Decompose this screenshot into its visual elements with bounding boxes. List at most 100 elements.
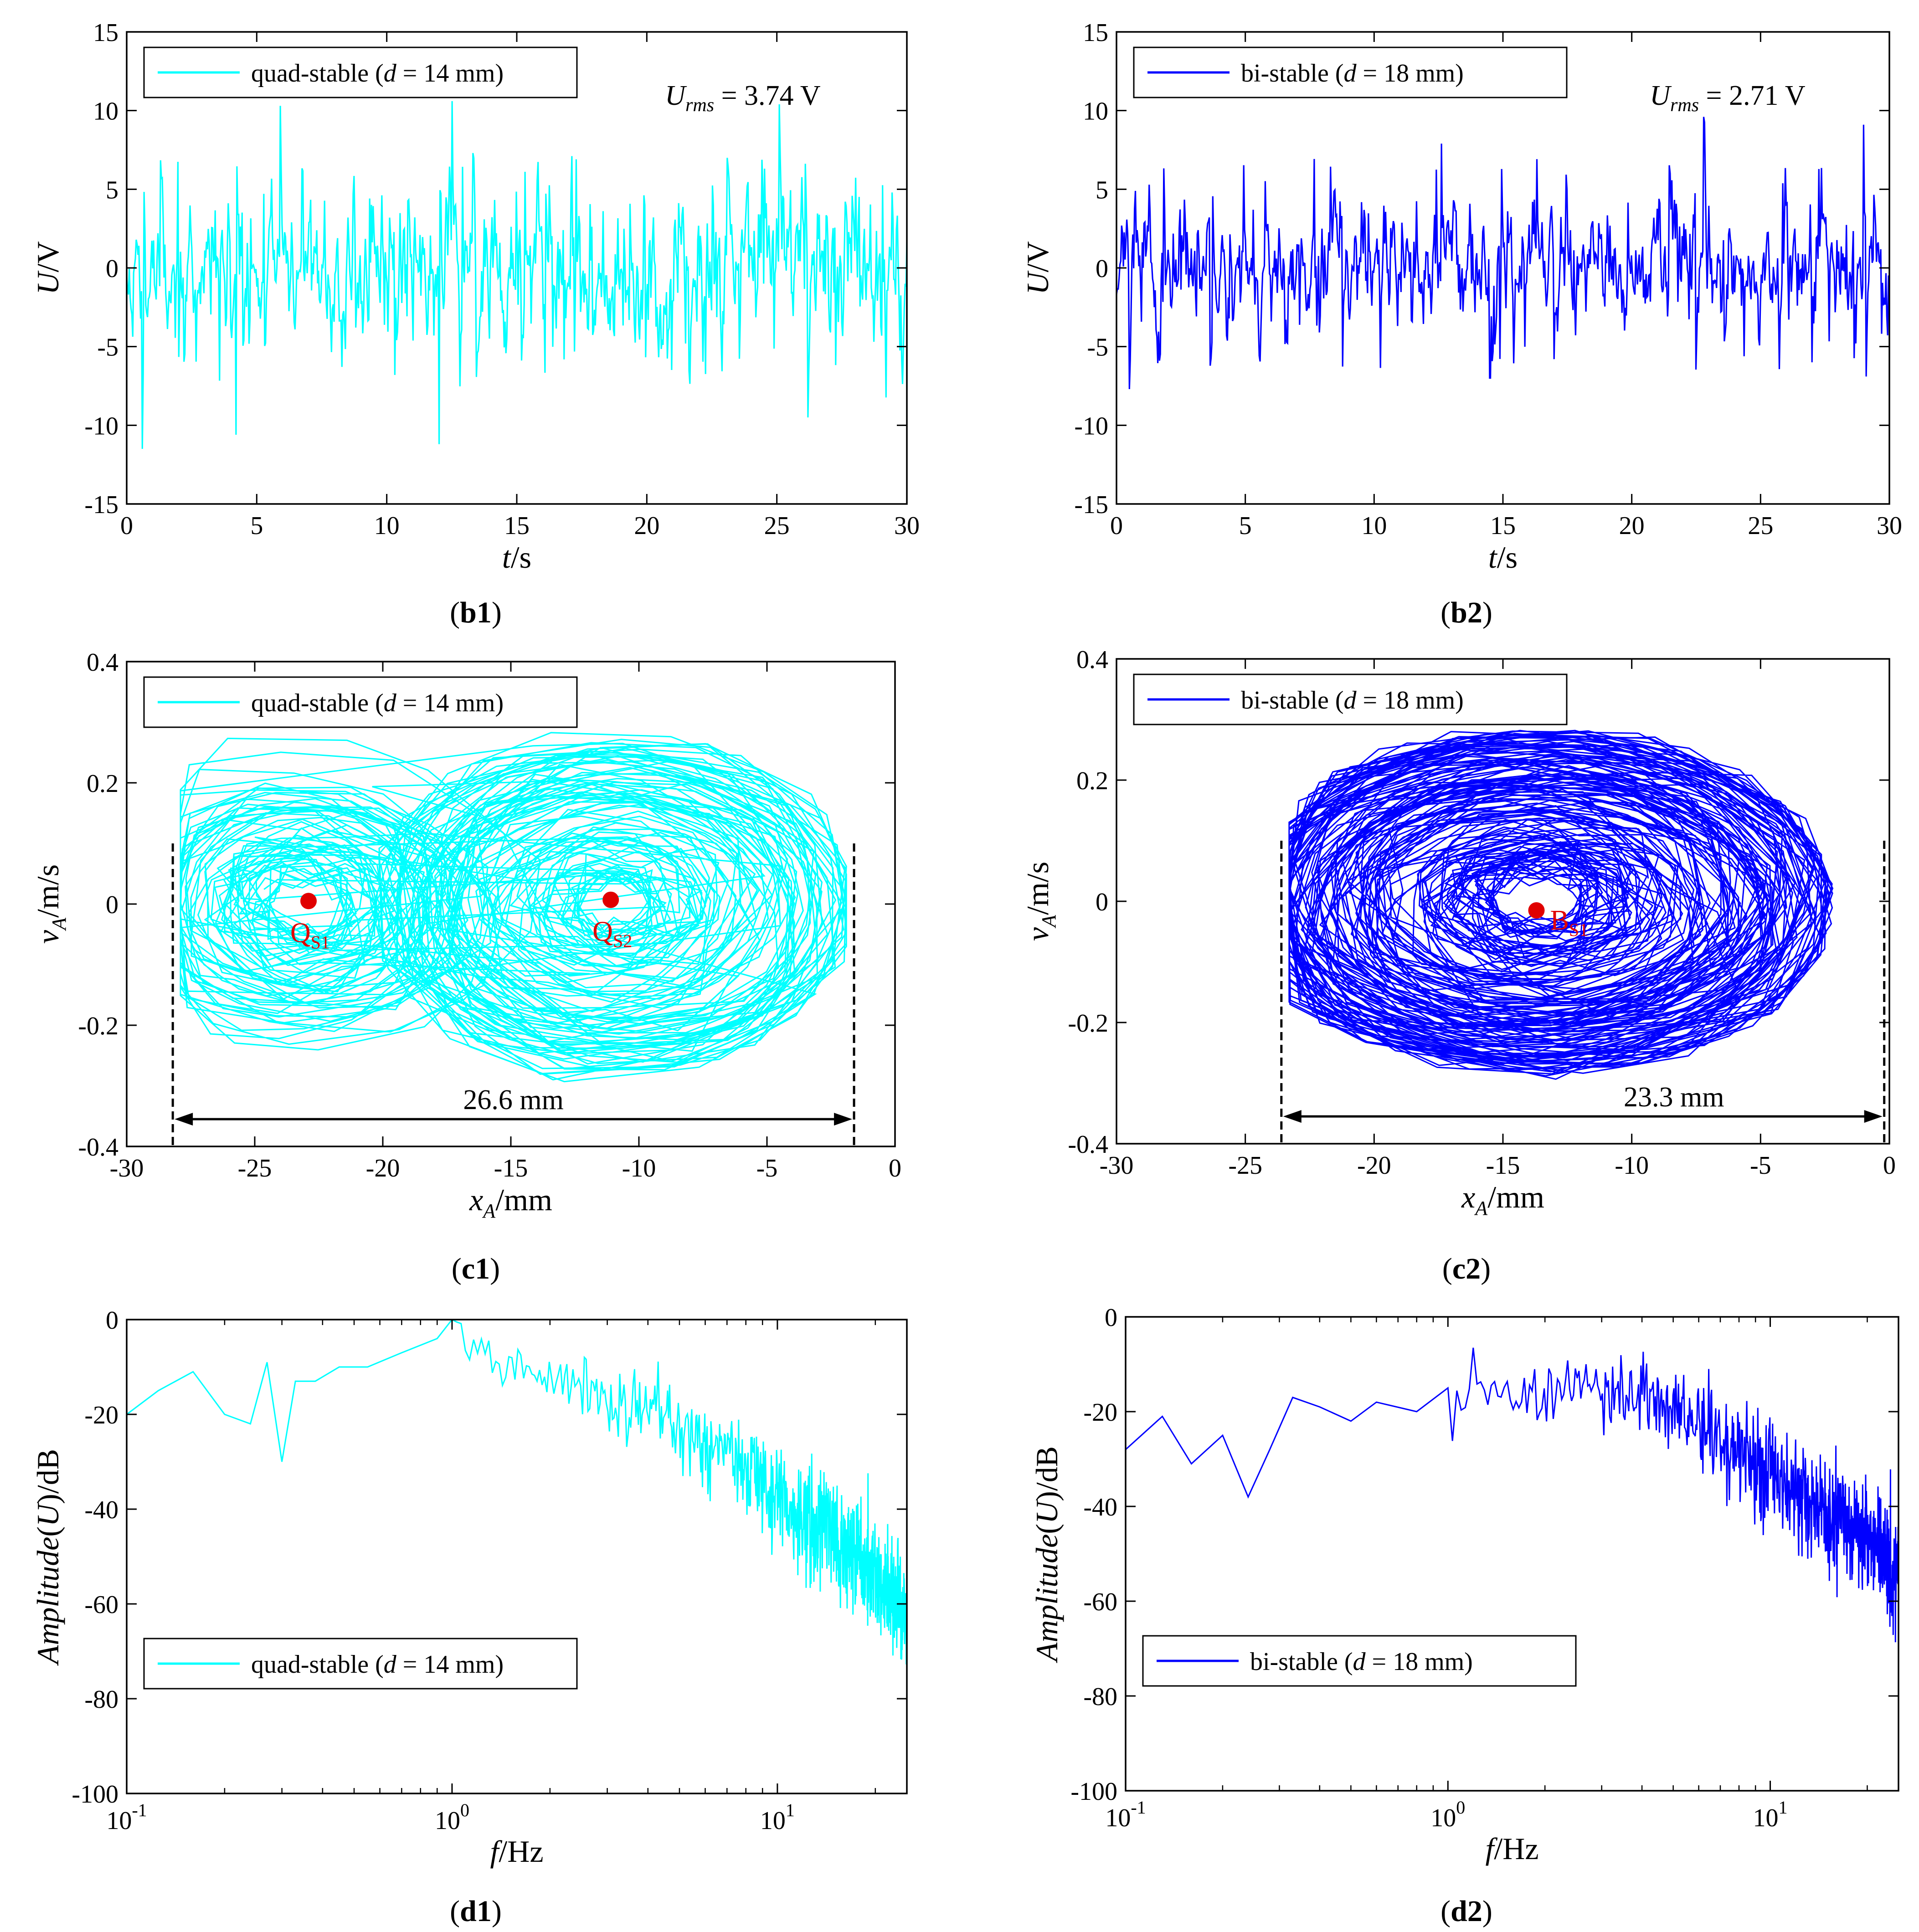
equilibrium-label: BS1 xyxy=(1550,905,1588,940)
x-tick-label: 0 xyxy=(889,1154,901,1182)
plot-area xyxy=(1126,1317,1898,1791)
x-tick-label: 20 xyxy=(1619,512,1645,540)
y-tick-label: -60 xyxy=(1083,1588,1117,1616)
legend-label: bi-stable (d = 18 mm) xyxy=(1250,1648,1473,1676)
legend-label: bi-stable (d = 18 mm) xyxy=(1241,686,1464,714)
rms-annotation: Urms = 2.71 V xyxy=(1650,80,1806,116)
y-tick-label: -100 xyxy=(1070,1778,1117,1806)
x-axis-label: t/s xyxy=(502,540,531,575)
x-axis-label: f/Hz xyxy=(490,1834,543,1869)
plot-frame xyxy=(1125,1316,1899,1792)
x-tick-label: 100 xyxy=(435,1800,469,1835)
y-tick-label: 5 xyxy=(1096,176,1108,204)
y-tick-label: 10 xyxy=(1083,98,1108,126)
y-tick-label: -0.4 xyxy=(1068,1130,1108,1159)
span-arrow-head-left xyxy=(1283,1110,1302,1123)
y-tick-label: -15 xyxy=(84,491,118,519)
y-tick-label: 0.4 xyxy=(87,648,118,677)
y-axis-label: vA/m/s xyxy=(31,864,70,944)
legend: bi-stable (d = 18 mm) xyxy=(1133,46,1568,98)
equilibrium-point xyxy=(1528,902,1545,919)
span-label: 26.6 mm xyxy=(463,1084,563,1115)
chart-d1: 10-1 100 101 0 -20 -40 -60 -80 -100 f/Hz Amplitude… xyxy=(31,1306,908,1928)
x-tick-label: -30 xyxy=(1100,1151,1134,1180)
x-tick-label: 30 xyxy=(894,512,920,540)
legend-label: quad-stable (d = 14 mm) xyxy=(251,1650,504,1679)
x-tick-label: -25 xyxy=(238,1154,272,1182)
x-tick-label: 25 xyxy=(764,512,790,540)
x-tick-label: 25 xyxy=(1748,512,1773,540)
span-arrow-head-left xyxy=(175,1113,193,1126)
equilibrium-point xyxy=(300,893,317,909)
x-tick-label: 15 xyxy=(504,512,530,540)
legend-label: bi-stable (d = 18 mm) xyxy=(1241,59,1464,87)
y-tick-label: 10 xyxy=(93,98,118,126)
x-tick-label: 10 xyxy=(374,512,400,540)
equilibrium-label: QS2 xyxy=(592,916,632,951)
x-tick-label: 20 xyxy=(634,512,659,540)
x-tick-label: -20 xyxy=(366,1154,400,1182)
x-tick-label: 0 xyxy=(1883,1151,1896,1180)
plot-frame xyxy=(126,1319,908,1794)
y-tick-label: -0.2 xyxy=(1068,1009,1108,1038)
plot-area xyxy=(127,1320,907,1793)
y-axis-label: Amplitude(U)/dB xyxy=(1029,1446,1064,1663)
x-tick-label: -30 xyxy=(110,1154,144,1182)
panel-caption: (b1) xyxy=(450,596,502,629)
x-tick-label: -20 xyxy=(1357,1151,1391,1180)
legend: bi-stable (d = 18 mm) xyxy=(1133,673,1568,725)
spectrum-line xyxy=(127,1320,907,1665)
y-tick-label: 0 xyxy=(1096,888,1108,916)
y-tick-label: -80 xyxy=(1083,1683,1117,1711)
x-tick-label: 101 xyxy=(1753,1797,1788,1832)
x-tick-label: 101 xyxy=(760,1800,795,1835)
panel-caption: (b2) xyxy=(1441,596,1492,629)
panel-caption: (d2) xyxy=(1441,1895,1492,1928)
y-tick-label: -0.2 xyxy=(78,1012,118,1040)
y-tick-label: -20 xyxy=(84,1401,118,1429)
x-tick-label: 10-1 xyxy=(1105,1797,1146,1832)
y-tick-label: 0.4 xyxy=(1076,646,1108,674)
legend: bi-stable (d = 18 mm) xyxy=(1142,1635,1577,1687)
plot-area xyxy=(127,32,907,504)
y-tick-label: 0 xyxy=(106,1306,118,1335)
series-line xyxy=(127,101,907,449)
x-tick-label: 15 xyxy=(1490,512,1516,540)
equilibrium-point xyxy=(602,891,619,908)
y-tick-label: -80 xyxy=(84,1685,118,1714)
span-label: 23.3 mm xyxy=(1624,1082,1724,1113)
phase-trajectory xyxy=(1288,730,1834,1080)
x-tick-label: -15 xyxy=(494,1154,528,1182)
y-tick-label: -100 xyxy=(72,1780,118,1809)
chart-c2: 23.3 mm BS1 -30 -25 -20 -15 -10 -5 0 0.4 0.2 0 -0.2 -… xyxy=(1020,646,1896,1285)
x-axis-label: t/s xyxy=(1488,540,1518,575)
spectrum-line xyxy=(1126,1347,1898,1643)
panel-caption: (c2) xyxy=(1442,1252,1491,1285)
panel-caption: (c1) xyxy=(452,1252,500,1285)
y-tick-label: 15 xyxy=(93,19,118,47)
series-line xyxy=(1116,117,1889,389)
y-tick-label: 0 xyxy=(106,891,118,919)
panel-caption: (d1) xyxy=(450,1895,502,1928)
y-axis-label: U/V xyxy=(31,241,65,294)
phase-trajectory xyxy=(180,732,847,1083)
x-axis-label: xA/mm xyxy=(469,1182,552,1222)
legend: quad-stable (d = 14 mm) xyxy=(143,46,578,98)
y-tick-label: -10 xyxy=(1074,412,1108,440)
equilibrium-label: QS1 xyxy=(290,917,330,952)
x-axis-label: xA/mm xyxy=(1461,1180,1544,1219)
plot-area xyxy=(1116,32,1889,504)
chart-c1: 26.6 mm QS1 QS2 -30 -25 -20 -15 -10 -5 0 0.4 0.2 0 -0… xyxy=(31,648,901,1285)
x-axis-label: f/Hz xyxy=(1485,1831,1538,1866)
y-tick-label: -20 xyxy=(1083,1398,1117,1427)
legend: quad-stable (d = 14 mm) xyxy=(143,1638,578,1690)
x-tick-label: -15 xyxy=(1486,1151,1520,1180)
legend-label: quad-stable (d = 14 mm) xyxy=(251,59,504,87)
chart-b1: Urms = 3.74 V 0 5 10 15 20 25 30 15 10 5 0 -5 -10 -15 t… xyxy=(31,19,920,629)
y-tick-label: -40 xyxy=(1083,1493,1117,1521)
x-tick-label: 30 xyxy=(1877,512,1902,540)
x-tick-label: -10 xyxy=(622,1154,656,1182)
x-tick-label: -5 xyxy=(756,1154,778,1182)
y-axis-label: U/V xyxy=(1020,241,1055,294)
